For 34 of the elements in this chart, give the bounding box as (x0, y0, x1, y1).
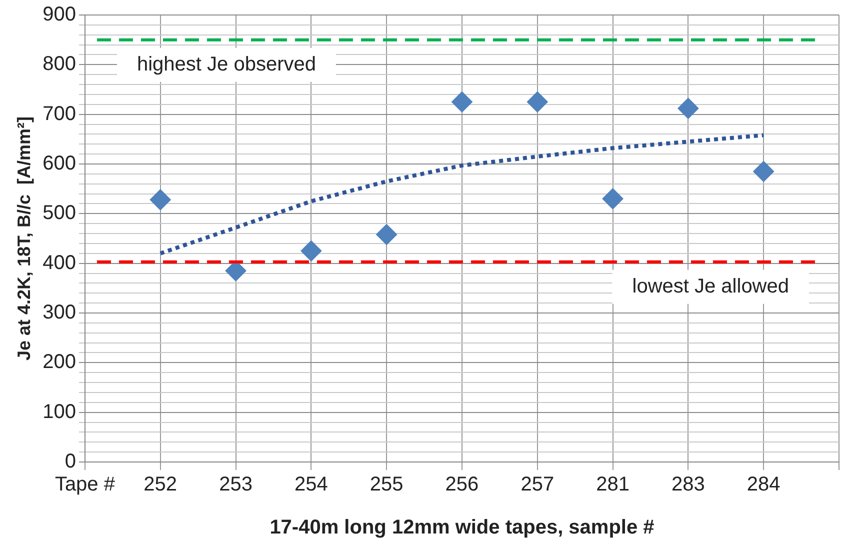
y-axis-title: Je at 4.2K, 18T, B//c [A/mm²] (14, 116, 34, 361)
y-tick-label: 700 (42, 102, 76, 125)
x-tick-label: 281 (596, 474, 630, 496)
x-tick-label: 253 (219, 474, 252, 496)
x-tick-label: 255 (370, 474, 404, 496)
x-tick-label: 283 (672, 474, 705, 496)
point (225, 260, 246, 282)
y-tick-label: 300 (42, 302, 76, 324)
x-tick-label: 284 (746, 474, 780, 496)
x-tick-label: 252 (144, 474, 178, 496)
y-tick-label: 500 (42, 202, 76, 224)
point (300, 240, 322, 262)
y-tick-label: 400 (42, 252, 76, 274)
point (753, 160, 774, 182)
y-tick-label: 200 (42, 351, 76, 374)
point (526, 91, 548, 112)
ref-line-label: highest Je observed (136, 53, 316, 76)
y-tick-label: 0 (64, 450, 76, 473)
x-tick-label: 256 (445, 474, 479, 496)
y-tick-label: 600 (42, 152, 76, 175)
point (376, 224, 398, 246)
x-tick-label: 254 (294, 474, 328, 496)
y-tick-label: 100 (42, 400, 76, 423)
x-axis-title: 17-40m long 12mm wide tapes, sample # (270, 516, 654, 539)
point (150, 189, 171, 210)
y-tick-label: 900 (42, 4, 76, 26)
x-tick-label: Tape # (54, 474, 116, 496)
point (451, 91, 472, 112)
x-tick-label: 257 (520, 474, 554, 496)
y-tick-label: 800 (42, 53, 76, 76)
point (678, 98, 699, 119)
point (602, 188, 624, 210)
ref-line-label: lowest Je allowed (632, 275, 789, 298)
line-series (158, 133, 766, 256)
